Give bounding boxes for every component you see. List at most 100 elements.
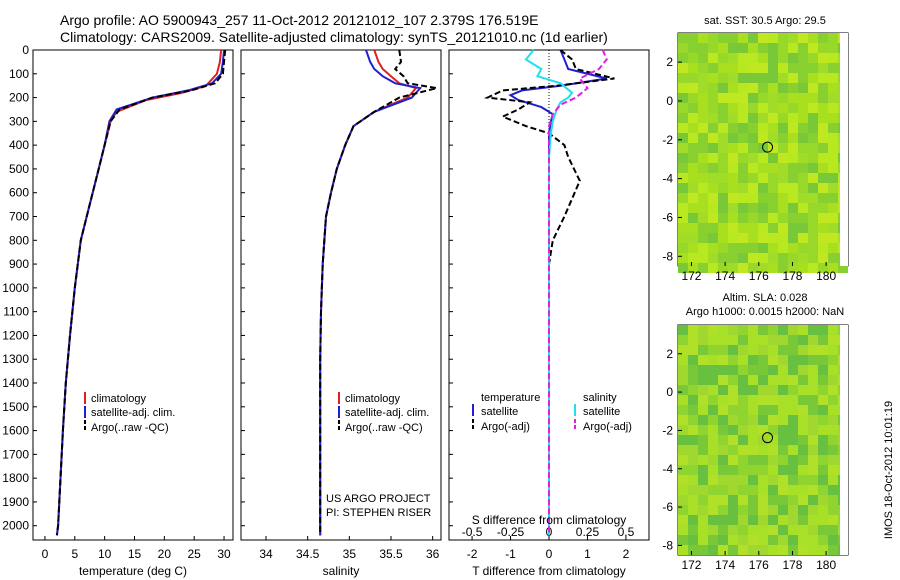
series-line-argo-raw-qc- <box>55 49 227 536</box>
legend-s-argo: Argo(-adj) <box>583 421 632 433</box>
map-x-tick-label: 178 <box>782 269 802 283</box>
map-y-tick-label: -6 <box>662 500 673 514</box>
sla-map: 172 174 176 178 180 2 0 -2 -4 -6 -8 <box>662 324 849 572</box>
map-x-tick-label: 174 <box>715 558 735 572</box>
x-tick-label: -1 <box>505 547 516 561</box>
map-y-tick-label: -8 <box>662 538 673 552</box>
profile-location-marker <box>762 141 774 153</box>
header-line2: Climatology: CARS2009. Satellite-adjuste… <box>60 29 608 45</box>
depth-tick-label: 1600 <box>2 424 29 438</box>
top-tick-label: -0.5 <box>462 525 483 539</box>
x-tick-label: 0 <box>42 547 49 561</box>
depth-tick-label: 900 <box>9 257 29 271</box>
depth-tick-label: 1700 <box>2 447 29 461</box>
x-tick-label: 20 <box>158 547 172 561</box>
depth-tick-label: 1000 <box>2 281 29 295</box>
legend-s-satellite: satellite <box>583 406 620 418</box>
map-x-tick-label: 176 <box>749 558 769 572</box>
depth-tick-label: 700 <box>9 210 29 224</box>
x-tick-label: 34 <box>259 547 273 561</box>
legend-t-argo: Argo(-adj) <box>481 421 530 433</box>
map-y-tick-label: -6 <box>662 210 673 224</box>
x-tick-label: 2 <box>623 547 630 561</box>
x-tick-label: 25 <box>188 547 202 561</box>
difference-legend: temperature salinity satellite Argo(-adj… <box>472 392 632 433</box>
map-x-tick-label: 180 <box>816 558 836 572</box>
sla-map-title-line2: Argo h1000: 0.0015 h2000: NaN <box>686 306 844 318</box>
top-tick-label: 0.5 <box>618 525 635 539</box>
temperature-legend: climatology satellite-adj. clim. Argo(..… <box>84 392 175 434</box>
map-y-tick-label: 2 <box>666 55 673 69</box>
timestamp-stamp: IMOS 18-Oct-2012 10:01:19 <box>883 401 895 539</box>
x-tick-label: 5 <box>71 547 78 561</box>
depth-tick-label: 0 <box>22 43 29 57</box>
pi-label: PI: STEPHEN RISER <box>326 507 431 519</box>
depth-tick-label: 300 <box>9 114 29 128</box>
x-tick-label: -2 <box>467 547 478 561</box>
depth-tick-label: 400 <box>9 138 29 152</box>
legend-argo: Argo(..raw -QC) <box>345 422 423 434</box>
x-tick-label: 0 <box>546 547 553 561</box>
top-tick-label: 0.25 <box>576 525 600 539</box>
map-y-tick-label: 2 <box>666 347 673 361</box>
top-tick-label: -0.25 <box>497 525 525 539</box>
depth-tick-label: 600 <box>9 186 29 200</box>
map-y-tick-label: -4 <box>662 172 673 186</box>
difference-top-label: S difference from climatology <box>472 513 627 527</box>
temperature-plot: 0 5 10 15 20 25 30 <box>42 49 231 561</box>
depth-tick-label: 800 <box>9 233 29 247</box>
project-label: US ARGO PROJECT <box>326 493 431 505</box>
legend-satellite: satellite-adj. clim. <box>345 407 429 419</box>
x-tick-label: 35 <box>343 547 357 561</box>
x-tick-label: 30 <box>217 547 231 561</box>
depth-tick-label: 1200 <box>2 328 29 342</box>
salinity-panel <box>240 49 442 541</box>
temperature-xlabel: temperature (deg C) <box>79 564 187 578</box>
depth-tick-label: 1300 <box>2 352 29 366</box>
depth-tick-label: 200 <box>9 91 29 105</box>
map-x-tick-label: 172 <box>681 269 701 283</box>
temperature-panel <box>32 49 234 541</box>
map-x-tick-label: 180 <box>816 269 836 283</box>
header-line1: Argo profile: AO 5900943_257 11-Oct-2012… <box>60 12 538 28</box>
map-y-tick-label: -2 <box>662 133 673 147</box>
map-y-tick-label: 0 <box>666 94 673 108</box>
depth-tick-label: 1800 <box>2 471 29 485</box>
map-y-tick-label: -2 <box>662 423 673 437</box>
x-tick-label: 15 <box>128 547 142 561</box>
x-tick-label: 1 <box>584 547 591 561</box>
x-tick-label: 34.5 <box>296 547 320 561</box>
depth-tick-label: 1400 <box>2 376 29 390</box>
sst-map: 172 174 176 178 180 2 0 -2 -4 -6 -8 <box>662 32 849 283</box>
salinity-legend: climatology satellite-adj. clim. Argo(..… <box>338 392 429 434</box>
x-tick-label: 35.5 <box>379 547 403 561</box>
salinity-plot: 34 34.5 35 35.5 36 <box>259 49 440 561</box>
depth-tick-label: 1500 <box>2 400 29 414</box>
legend-header-temperature: temperature <box>481 392 540 404</box>
depth-tick-label: 1900 <box>2 495 29 509</box>
legend-satellite: satellite-adj. clim. <box>91 407 175 419</box>
map-cells <box>678 33 848 273</box>
map-y-tick-label: -8 <box>662 249 673 263</box>
sst-map-title: sat. SST: 30.5 Argo: 29.5 <box>704 15 826 27</box>
map-y-tick-label: -4 <box>662 462 673 476</box>
depth-tick-label: 2000 <box>2 519 29 533</box>
map-cells <box>678 325 848 555</box>
series-line-s-argo-adj- <box>548 49 608 536</box>
legend-t-satellite: satellite <box>481 406 518 418</box>
depth-tick-label: 1100 <box>3 305 29 319</box>
depth-tick-label: 500 <box>9 162 29 176</box>
map-x-tick-label: 176 <box>749 269 769 283</box>
map-x-tick-label: 172 <box>681 558 701 572</box>
legend-header-salinity: salinity <box>583 392 617 404</box>
difference-plot: -2 -1 0 1 2-0.5 -0.25 0 0.25 0.5 <box>462 49 635 561</box>
map-edge <box>840 33 848 266</box>
map-edge <box>840 325 848 555</box>
profile-location-marker <box>762 432 774 444</box>
legend-climatology: climatology <box>345 393 401 405</box>
map-x-tick-label: 178 <box>782 558 802 572</box>
map-y-tick-label: 0 <box>666 385 673 399</box>
x-tick-label: 10 <box>98 547 112 561</box>
salinity-xlabel: salinity <box>323 564 360 578</box>
